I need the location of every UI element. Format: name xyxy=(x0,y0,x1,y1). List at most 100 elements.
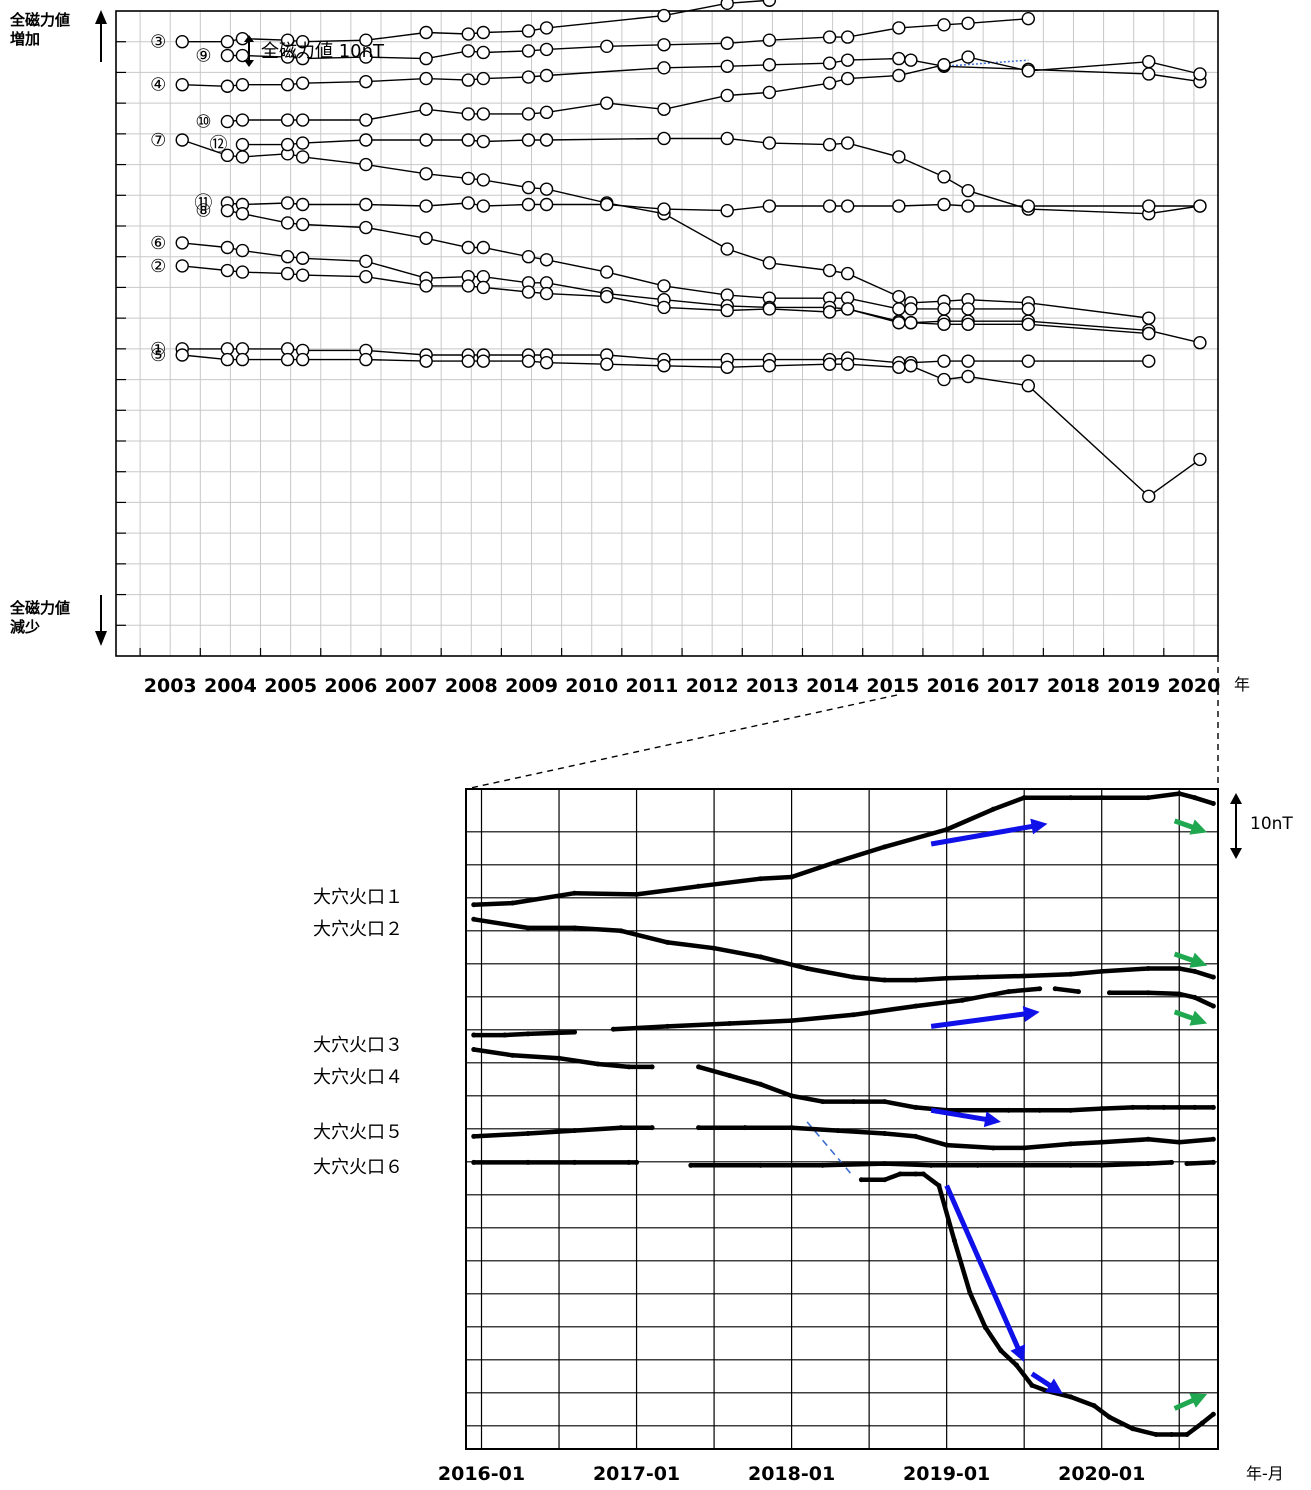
series-12-point xyxy=(461,354,475,368)
series-6-point xyxy=(961,183,975,198)
bottom-series-6-point xyxy=(471,1159,477,1165)
series-6-point xyxy=(762,136,777,150)
bottom-series-6-point xyxy=(1168,1159,1174,1165)
series-7-point xyxy=(600,197,614,212)
bottom-series-x-4 xyxy=(471,1047,1216,1113)
trend-arrowhead-icon xyxy=(1010,1344,1026,1363)
series-3-point xyxy=(762,58,777,72)
top-x-tick-2014: 2014 xyxy=(806,675,859,697)
series-7-point xyxy=(419,199,433,213)
bottom-series-3-point xyxy=(610,1026,616,1032)
series-2-point xyxy=(937,18,951,32)
series-4-point xyxy=(220,114,235,129)
series-11-label: ① xyxy=(150,339,166,360)
series-1-point xyxy=(220,35,235,49)
series-5-point xyxy=(175,133,189,147)
bottom-series-7-point xyxy=(1106,1414,1112,1420)
series-12-point xyxy=(657,359,671,373)
bottom-x-tick-labels: 2016-01 2017-01 2018-01 2019-01 2020-01 xyxy=(438,1463,1145,1485)
series-10-point xyxy=(461,279,475,293)
series-10-point xyxy=(521,285,536,299)
series-5-label: ⑦ xyxy=(150,130,166,151)
bottom-series-1-point xyxy=(789,874,795,880)
bottom-series-5-segment xyxy=(696,1125,1216,1151)
series-8-point xyxy=(419,231,433,245)
decrease-label-line2: 減少 xyxy=(10,618,40,636)
series-12-line xyxy=(182,354,1201,498)
bottom-series-3-point xyxy=(1075,989,1081,995)
bottom-series-2-point xyxy=(618,928,624,934)
series-9-point xyxy=(295,251,310,265)
series-8-point xyxy=(600,265,614,279)
series-4-point xyxy=(295,113,310,127)
crater-label-5: 大穴火口５ xyxy=(313,1122,403,1143)
series-7-point xyxy=(1021,199,1036,213)
series-7-point xyxy=(1193,199,1207,213)
series-10-point xyxy=(539,286,554,301)
series-10-point xyxy=(280,266,295,281)
series-8-point xyxy=(476,240,491,255)
bottom-series-6-point xyxy=(626,1159,632,1165)
series-7-point xyxy=(657,202,671,216)
series-12: ⑤ xyxy=(150,345,1207,503)
bottom-series-3-point xyxy=(1145,990,1151,996)
x-unit-year-month: 年-月 xyxy=(1246,1464,1284,1483)
series-8-point xyxy=(904,302,918,316)
bottom-series-1-point xyxy=(634,891,640,897)
series-12-point xyxy=(175,348,189,362)
bottom-series-6-point xyxy=(1184,1161,1190,1167)
series-8-point xyxy=(657,279,671,293)
series-10-point xyxy=(359,269,373,284)
series-1-point xyxy=(762,0,777,7)
bottom-series-2-point xyxy=(1068,971,1074,977)
bottom-series-3-point xyxy=(913,1003,919,1009)
series-1-label: ③ xyxy=(150,32,166,53)
bottom-series-2-point xyxy=(913,977,919,983)
bottom-series-3-segment xyxy=(1052,986,1081,994)
scale-label-bottom: 10nT xyxy=(1250,814,1293,834)
trend-arrowhead-icon xyxy=(1189,819,1208,835)
series-2-point xyxy=(892,21,906,35)
bottom-series-x-2 xyxy=(471,916,1216,983)
bottom-series-3-segment xyxy=(471,1029,577,1038)
series-8-point xyxy=(937,302,951,316)
bottom-chart-frame xyxy=(465,788,1219,1450)
series-12-point xyxy=(476,354,491,368)
bottom-series-5-point xyxy=(618,1125,624,1131)
trend-arrow-9 xyxy=(1173,1393,1208,1411)
top-x-tick-2010: 2010 xyxy=(565,675,618,697)
bottom-series-3-point xyxy=(471,1032,477,1038)
trend-arrow-shaft xyxy=(1173,818,1196,831)
bottom-series-7-point xyxy=(913,1171,919,1177)
trend-arrow-2 xyxy=(930,1006,1040,1029)
bottom-series-7-point xyxy=(1210,1411,1216,1417)
bottom-series-2-point xyxy=(1176,965,1182,971)
series-5-point xyxy=(419,167,433,181)
series-2-point xyxy=(600,39,614,54)
series-12-point xyxy=(1021,379,1036,393)
series-12-point xyxy=(822,357,837,371)
trend-arrowhead-icon xyxy=(1045,1378,1063,1394)
series-12-point xyxy=(359,352,373,367)
series-7-point xyxy=(822,199,837,213)
series-4-point xyxy=(419,102,433,116)
bottom-series-7-point xyxy=(1199,1420,1205,1426)
bottom-series-4-point xyxy=(1099,1106,1105,1112)
series-6-line xyxy=(242,137,1201,215)
series-7-point xyxy=(539,197,554,212)
bottom-series-5-point xyxy=(944,1142,950,1148)
bottom-series-sixth-trace-7 xyxy=(858,1171,1216,1438)
trend-arrowhead-icon xyxy=(983,1111,1001,1128)
series-7: ⑪ xyxy=(194,193,1207,218)
trend-arrow-7 xyxy=(1173,951,1208,968)
series-10-point xyxy=(720,303,734,318)
bottom-series-2-point xyxy=(944,975,950,981)
series-2-point xyxy=(461,44,475,58)
series-4: ⑩ xyxy=(195,50,1207,133)
bottom-series-1-point xyxy=(696,883,702,889)
bottom-series-2-point xyxy=(572,925,578,931)
bottom-series-2-point xyxy=(665,939,671,945)
series-10-point xyxy=(657,300,671,315)
series-7-point xyxy=(295,197,310,212)
bottom-series-2-point xyxy=(1099,968,1105,974)
